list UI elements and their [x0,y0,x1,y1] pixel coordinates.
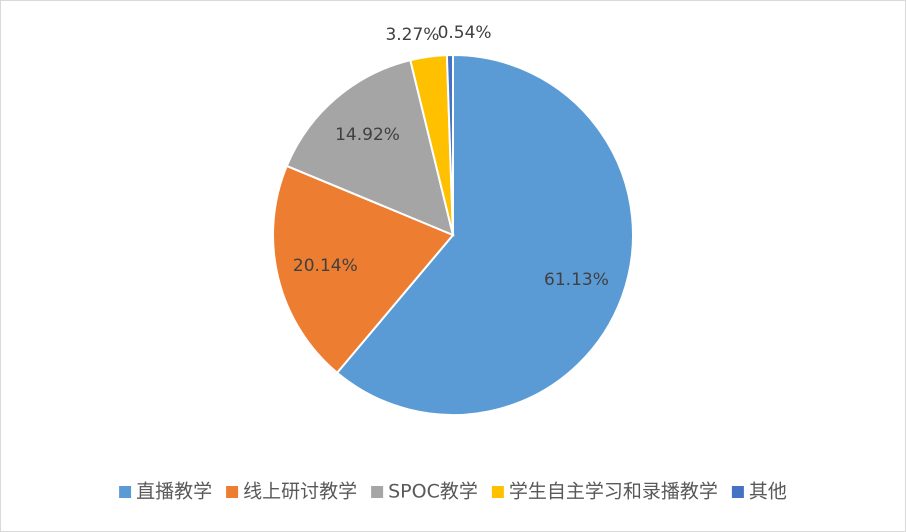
pie-slice [445,53,454,236]
data-label: 14.92% [335,125,400,145]
legend: 直播教学 线上研讨教学 SPOC教学 学生自主学习和录播教学 其他 [119,481,787,503]
data-label: 20.14% [293,256,358,276]
legend-swatch [491,486,504,498]
pie-slice [335,53,634,416]
data-label: 3.27% [385,25,439,45]
legend-swatch [731,486,744,498]
legend-swatch [119,486,132,498]
legend-swatch [226,486,239,498]
legend-label: 学生自主学习和录播教学 [509,481,718,503]
pie-slice [285,58,455,237]
legend-label: 直播教学 [136,481,212,503]
pie-slice [272,164,455,375]
legend-label: 线上研讨教学 [243,481,357,503]
legend-label: 其他 [749,481,787,503]
legend-label: SPOC教学 [388,481,478,503]
data-label: 0.54% [438,23,492,43]
legend-swatch [371,486,384,498]
data-label: 61.13% [544,270,609,290]
